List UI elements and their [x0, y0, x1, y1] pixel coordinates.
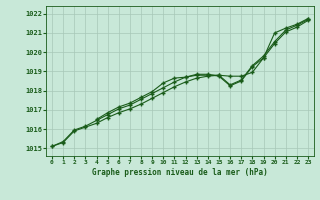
X-axis label: Graphe pression niveau de la mer (hPa): Graphe pression niveau de la mer (hPa) — [92, 168, 268, 177]
